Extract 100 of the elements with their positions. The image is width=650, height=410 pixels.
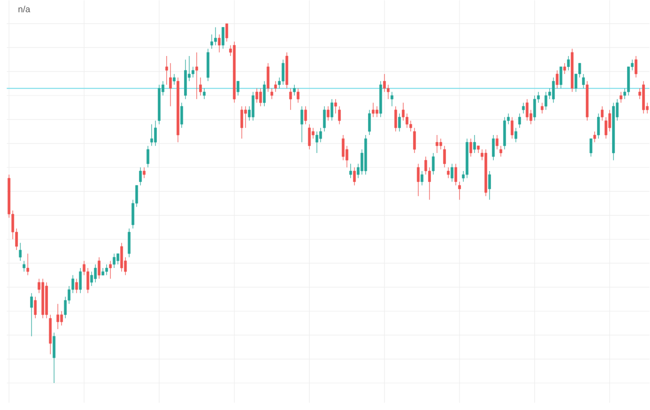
candlestick xyxy=(90,272,93,286)
candlestick xyxy=(262,81,266,107)
candlestick xyxy=(172,74,176,86)
candlestick xyxy=(109,260,112,280)
candlestick xyxy=(398,113,401,132)
candlestick xyxy=(488,170,491,200)
candlestick xyxy=(308,124,311,150)
candlestick xyxy=(510,117,514,140)
candlestick xyxy=(342,134,345,161)
candlestick xyxy=(266,63,270,92)
candlestick xyxy=(316,131,318,154)
candlestick xyxy=(75,278,78,294)
candlestick xyxy=(274,81,277,92)
candlestick xyxy=(338,106,341,125)
candlestick xyxy=(270,88,274,100)
candlestick xyxy=(394,106,398,132)
candlestick xyxy=(300,106,304,143)
candlestick xyxy=(22,260,26,272)
candlestick xyxy=(383,74,386,92)
candlestick xyxy=(533,95,536,122)
candlestick xyxy=(199,77,202,96)
candlestick xyxy=(349,164,352,179)
candlestick xyxy=(169,63,172,107)
text: n/a xyxy=(18,6,30,13)
candlestick xyxy=(86,268,90,294)
candlestick xyxy=(52,332,56,384)
candlestick xyxy=(79,268,82,294)
candlestick xyxy=(56,304,60,330)
candlestick xyxy=(499,146,502,158)
candlestick xyxy=(413,128,416,154)
candlestick xyxy=(218,34,221,53)
candlestick xyxy=(259,88,262,107)
candlestick xyxy=(202,88,206,100)
candlestick xyxy=(454,164,458,186)
candlestick xyxy=(139,167,142,186)
candlestick xyxy=(150,124,154,146)
candlestick xyxy=(353,167,356,186)
candlestick xyxy=(289,88,292,110)
candlestick xyxy=(582,74,585,89)
candlestick xyxy=(94,264,97,283)
candlestick xyxy=(560,66,562,89)
candlestick xyxy=(116,254,120,265)
candlestick xyxy=(255,88,258,104)
candlestick xyxy=(304,106,307,125)
candlestick xyxy=(30,293,33,337)
candlestick xyxy=(34,296,37,319)
candlestick xyxy=(146,146,150,168)
candlestick xyxy=(60,311,63,326)
candlestick xyxy=(458,182,461,200)
candlestick xyxy=(98,257,100,280)
candlestick xyxy=(142,167,146,179)
candlestick xyxy=(192,66,194,78)
candlestick xyxy=(120,242,123,272)
candlestick xyxy=(567,56,570,71)
candlestick xyxy=(319,128,322,143)
candlestick xyxy=(323,106,326,132)
candlestick xyxy=(556,70,559,89)
candlestick xyxy=(225,24,228,42)
candlestick xyxy=(252,92,254,122)
candlestick xyxy=(473,134,476,154)
candlestick xyxy=(128,228,131,258)
candlestick xyxy=(390,92,394,107)
candlestick xyxy=(236,81,240,96)
candlestick xyxy=(292,84,296,96)
candlestick xyxy=(105,264,108,276)
candlestick xyxy=(112,254,116,269)
candlestick xyxy=(540,102,544,114)
candlestick xyxy=(406,113,408,128)
candlestick xyxy=(26,254,30,276)
candlestick xyxy=(420,170,424,186)
candlestick xyxy=(416,164,420,197)
candlestick xyxy=(620,92,622,104)
candlestick xyxy=(244,106,247,128)
candlestick xyxy=(439,138,442,150)
candlestick xyxy=(240,106,244,140)
candlestick xyxy=(597,113,600,140)
candlestick xyxy=(214,27,217,46)
candlestick xyxy=(634,56,638,78)
candlestick xyxy=(552,77,555,104)
candlestick xyxy=(496,134,498,150)
candlestick xyxy=(330,99,334,122)
candlestick xyxy=(443,146,446,168)
candlestick xyxy=(376,106,378,118)
candlestick xyxy=(180,102,184,128)
candlestick xyxy=(522,102,525,114)
candlestick xyxy=(432,152,435,176)
candlestick xyxy=(165,56,168,86)
candlestick xyxy=(450,164,454,182)
candlestick xyxy=(334,99,337,114)
candlestick xyxy=(544,92,548,110)
candlestick xyxy=(18,242,22,262)
candlestick xyxy=(604,117,608,140)
candlestick xyxy=(222,27,224,50)
candlestick xyxy=(469,138,472,158)
candlestick xyxy=(593,131,596,143)
candlestick xyxy=(282,60,284,86)
candlestick xyxy=(372,102,375,118)
candlestick xyxy=(446,167,450,179)
candlestick xyxy=(518,113,521,128)
candlestick xyxy=(368,110,371,136)
